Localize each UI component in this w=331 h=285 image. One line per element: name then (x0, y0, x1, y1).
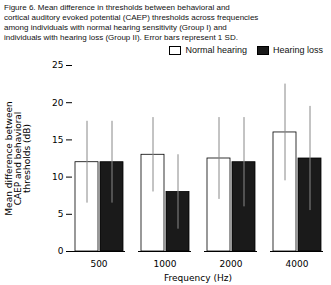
svg-text:Frequency (Hz): Frequency (Hz) (164, 273, 232, 283)
svg-text:4000: 4000 (286, 259, 309, 269)
svg-text:20: 20 (52, 98, 64, 108)
svg-text:15: 15 (52, 135, 63, 145)
html-text:Hearing loss: Hearing loss (273, 45, 323, 55)
svg-text:500: 500 (90, 259, 107, 269)
svg-text:0: 0 (58, 246, 64, 256)
html-text:Normal hearing: Normal hearing (185, 45, 247, 55)
svg-text:5: 5 (58, 209, 64, 219)
svg-text:1000: 1000 (154, 259, 177, 269)
html-text:Figure 6. Mean difference in t: Figure 6. Mean difference in thresholds … (4, 3, 259, 42)
svg-text:2000: 2000 (220, 259, 243, 269)
svg-text:10: 10 (52, 172, 64, 182)
svg-text:Mean difference betweenCAEP an: Mean difference betweenCAEP and behavior… (4, 101, 32, 215)
svg-text:25: 25 (52, 60, 63, 70)
